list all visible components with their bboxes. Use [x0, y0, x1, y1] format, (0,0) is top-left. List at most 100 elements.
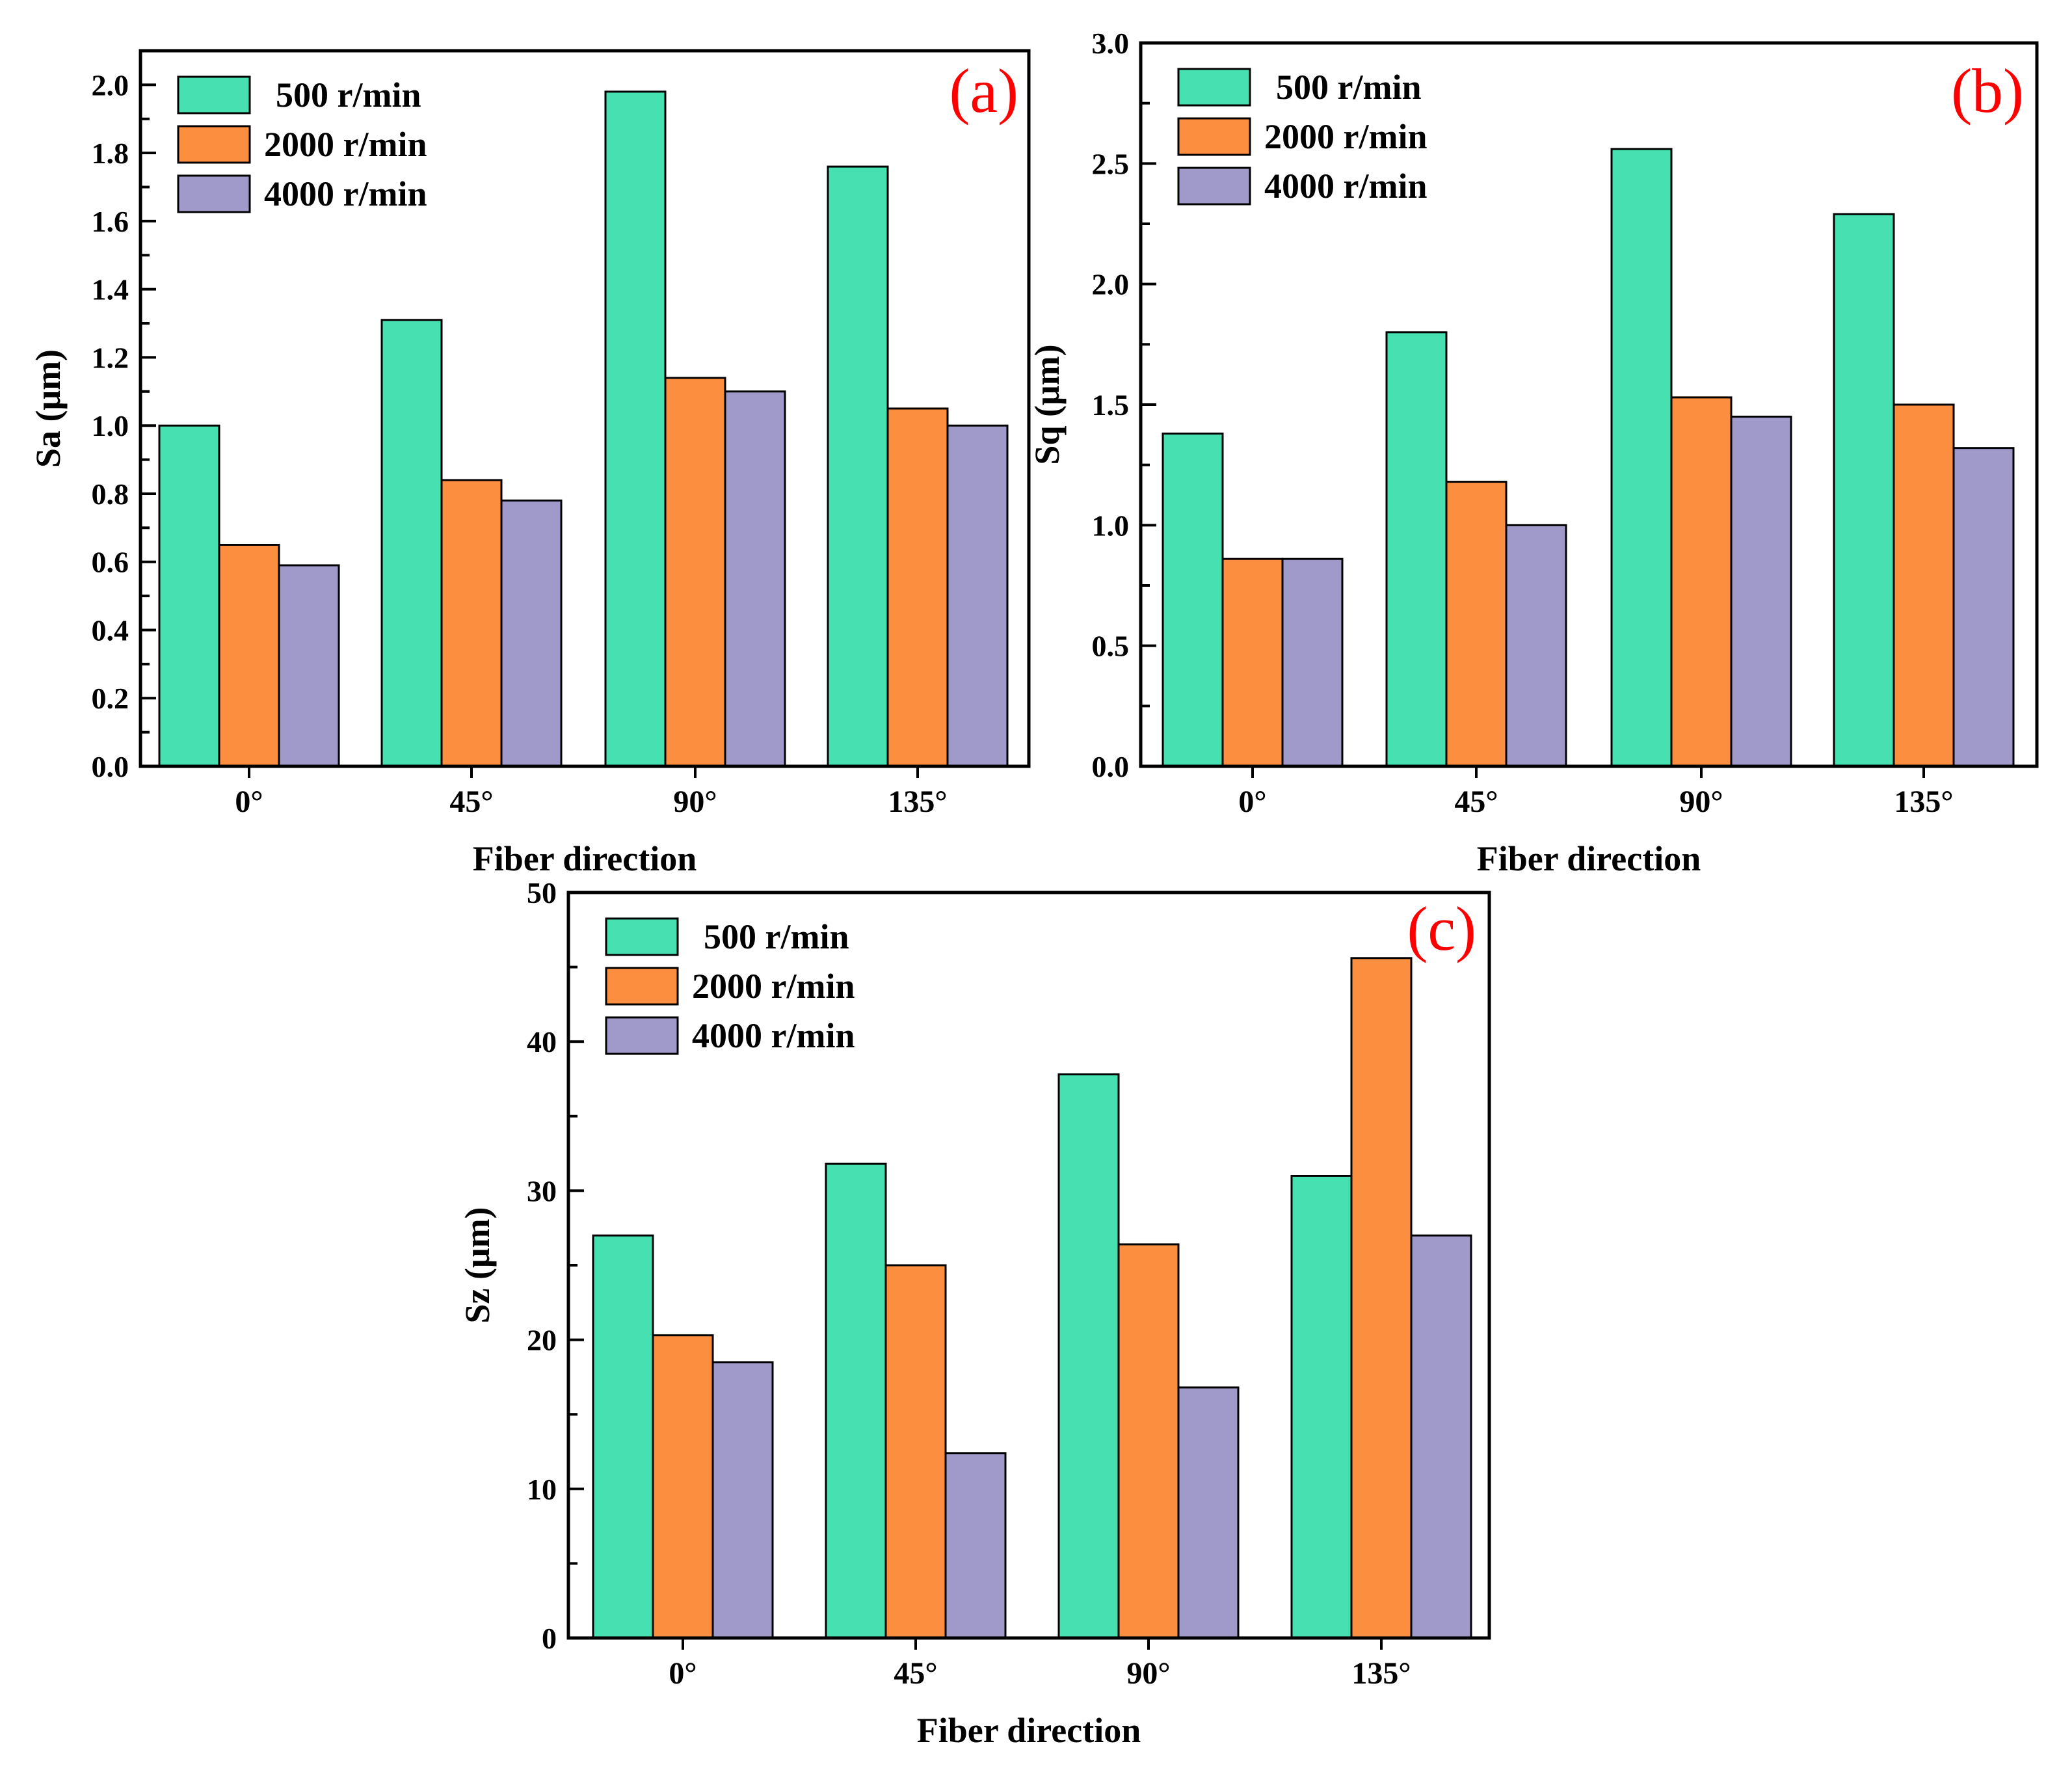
y-tick-label: 1.2	[92, 341, 129, 374]
bar-4000-3	[1952, 447, 2015, 768]
bar-2000-0	[652, 1334, 714, 1639]
legend-label-4000: 4000 r/min	[1264, 167, 1428, 206]
y-tick-label: 2.0	[1092, 268, 1130, 301]
y-tick-label: 0.6	[92, 546, 129, 579]
chart-panel-b: 0.0 0.5 1.0 1.5 2.0 2.5 3.0 0° 45° 90° 135° Fiber d…	[1028, 27, 2039, 878]
legend-swatch-4000	[1177, 167, 1251, 206]
y-tick-label: 0.0	[1092, 750, 1130, 783]
bar-4000-3	[946, 424, 1009, 768]
bar-500-3	[827, 165, 889, 768]
y-tick-label: 2.0	[92, 68, 129, 101]
legend-swatch-500	[177, 75, 251, 114]
y-tick-label: 1.6	[92, 205, 129, 238]
bar-500-3	[1833, 213, 1895, 768]
legend-swatch-2000	[1177, 117, 1251, 156]
y-tick-label: 0.0	[92, 750, 129, 783]
x-category-label: 135°	[1894, 785, 1953, 819]
y-tick-label: 0.2	[92, 682, 129, 715]
y-tick-label: 0.4	[92, 613, 129, 647]
legend-swatch-2000	[177, 125, 251, 164]
y-tick-label: 30	[527, 1174, 557, 1207]
bar-500-1	[825, 1162, 887, 1639]
bar-4000-2	[1730, 416, 1792, 768]
bar-500-0	[592, 1234, 654, 1639]
legend-swatch-2000	[605, 967, 679, 1006]
x-axis-title: Fiber direction	[917, 1711, 1141, 1750]
y-tick-label: 1.0	[92, 409, 129, 442]
y-axis-title: Sz (μm)	[458, 1207, 497, 1323]
bar-500-2	[604, 90, 667, 768]
y-tick-label: 1.4	[92, 273, 129, 306]
bar-4000-1	[500, 499, 563, 768]
y-axis-title: Sq (μm)	[1028, 344, 1067, 464]
legend-swatch-500	[1177, 68, 1251, 107]
x-category-label: 0°	[235, 785, 263, 819]
y-tick-label: 2.5	[1092, 147, 1130, 180]
x-category-label: 90°	[1679, 785, 1723, 819]
bar-2000-2	[1670, 396, 1733, 768]
chart-panel-c: 0 10 20 30 40 50 0° 45° 90° 135° Fiber direction Sz…	[458, 876, 1491, 1750]
y-tick-label: 20	[527, 1324, 557, 1357]
x-axis-title: Fiber direction	[473, 839, 697, 878]
bar-4000-0	[278, 564, 340, 768]
bar-500-2	[1610, 148, 1673, 768]
bar-2000-3	[886, 407, 949, 768]
bar-500-1	[1385, 331, 1448, 768]
y-tick-label: 1.8	[92, 137, 129, 170]
bar-4000-1	[1505, 524, 1567, 768]
bar-2000-2	[664, 377, 726, 768]
bar-2000-1	[884, 1264, 947, 1639]
bar-4000-0	[711, 1361, 774, 1639]
x-category-label: 90°	[1126, 1656, 1170, 1691]
legend-label-2000: 2000 r/min	[264, 125, 427, 164]
bar-4000-3	[1410, 1234, 1472, 1639]
bar-2000-0	[218, 544, 280, 768]
legend-label-4000: 4000 r/min	[692, 1016, 855, 1055]
bar-2000-3	[1350, 957, 1413, 1639]
bar-500-2	[1057, 1073, 1120, 1639]
chart-panel-a: 0.0 0.2 0.4 0.6 0.8 1.0 1.2 1.4 1.6 1.8 2.0 0° 45° 90…	[29, 49, 1031, 878]
x-category-label: 135°	[1351, 1656, 1411, 1691]
y-tick-label: 3.0	[1092, 27, 1130, 60]
y-tick-label: 10	[527, 1473, 557, 1506]
y-tick-label: 0	[542, 1622, 557, 1655]
bar-4000-2	[1177, 1386, 1240, 1639]
bar-4000-0	[1281, 557, 1344, 768]
x-category-label: 90°	[673, 785, 717, 819]
y-tick-label: 0.8	[92, 477, 129, 511]
y-tick-label: 40	[527, 1025, 557, 1058]
bar-2000-0	[1221, 557, 1284, 768]
x-category-label: 45°	[449, 785, 493, 819]
bar-500-1	[380, 319, 443, 768]
bar-2000-1	[440, 479, 503, 768]
panel-label: (a)	[949, 56, 1018, 126]
y-tick-label: 1.5	[1092, 388, 1130, 422]
x-category-label: 45°	[894, 1656, 937, 1691]
x-category-label: 135°	[888, 785, 947, 819]
x-category-label: 45°	[1454, 785, 1498, 819]
panel-label: (b)	[1951, 56, 2024, 126]
bar-2000-1	[1445, 481, 1508, 768]
y-tick-label: 50	[527, 876, 557, 909]
legend-label-2000: 2000 r/min	[1264, 117, 1428, 156]
plot-frame	[139, 49, 1031, 768]
panel-label: (c)	[1407, 894, 1476, 963]
y-tick-label: 1.0	[1092, 509, 1130, 542]
legend-swatch-500	[605, 917, 679, 956]
legend-label-500: 500 r/min	[1276, 68, 1422, 107]
bar-500-0	[1162, 433, 1224, 768]
bar-500-3	[1290, 1175, 1353, 1639]
x-category-label: 0°	[1238, 785, 1266, 819]
y-axis-title: Sa (μm)	[29, 349, 68, 468]
legend-label-2000: 2000 r/min	[692, 967, 855, 1006]
legend-label-4000: 4000 r/min	[264, 174, 427, 213]
legend-swatch-4000	[605, 1016, 679, 1055]
bar-2000-3	[1893, 403, 1955, 768]
bar-500-0	[158, 424, 220, 768]
legend-swatch-4000	[177, 174, 251, 213]
bar-4000-1	[944, 1452, 1007, 1639]
bar-2000-2	[1117, 1243, 1180, 1639]
y-tick-label: 0.5	[1092, 630, 1130, 663]
legend-label-500: 500 r/min	[276, 75, 421, 114]
